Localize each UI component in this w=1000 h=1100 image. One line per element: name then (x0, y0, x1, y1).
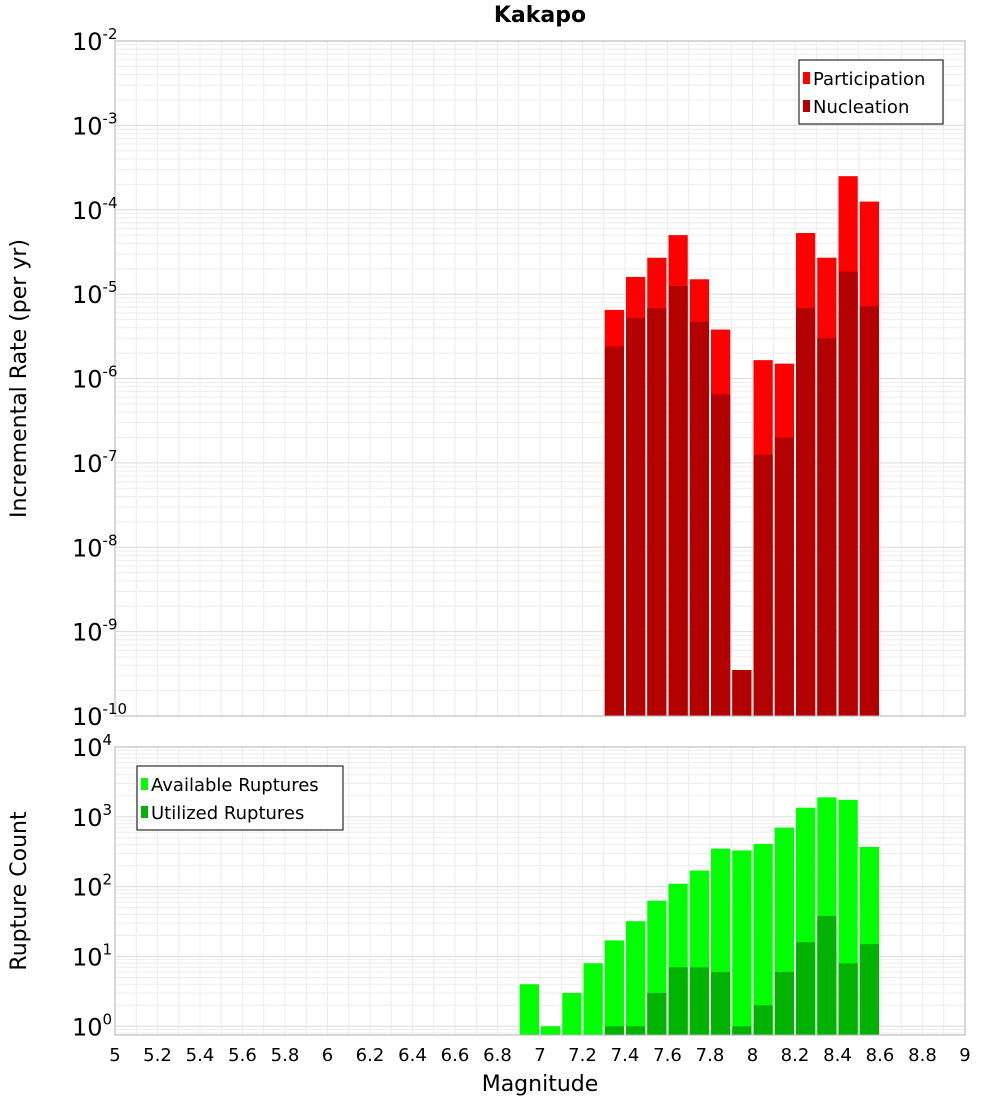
bar (689, 967, 709, 1035)
series-nucleation (604, 271, 879, 716)
y-axis-title: Rupture Count (7, 811, 32, 971)
y-tick-label: 100 (72, 1010, 112, 1041)
bar (604, 346, 624, 716)
bar (753, 1005, 773, 1035)
x-tick-label: 7 (534, 1045, 545, 1066)
bar (519, 984, 539, 1035)
legend-box (136, 765, 344, 831)
x-tick-label: 5.8 (271, 1045, 300, 1066)
plot-border-1 (114, 746, 966, 1036)
bar (647, 992, 667, 1035)
x-tick-label: 6.2 (356, 1045, 385, 1066)
bar (711, 394, 731, 716)
x-tick-label: 5.6 (228, 1045, 257, 1066)
x-tick-label: 7.6 (653, 1045, 682, 1066)
bar (817, 338, 837, 716)
bar (541, 1026, 561, 1035)
bar (774, 971, 794, 1035)
y-tick-label: 102 (72, 871, 112, 902)
y-tick-label: 10-2 (72, 25, 118, 56)
bar (753, 454, 773, 716)
bar (562, 992, 582, 1035)
bar (796, 308, 816, 716)
legend-swatch (141, 778, 148, 790)
x-tick-label: 7.8 (696, 1045, 725, 1066)
x-tick-label: 6.6 (441, 1045, 470, 1066)
x-tick-label: 7.2 (568, 1045, 597, 1066)
grid-0 (114, 40, 966, 717)
x-tick-label: 6.8 (483, 1045, 512, 1066)
bar (583, 963, 603, 1035)
y-tick-label: 10-10 (72, 700, 127, 731)
y-tick-label: 10-7 (72, 447, 118, 478)
bar (796, 942, 816, 1035)
y-tick-label: 10-5 (72, 278, 118, 309)
legend-label: Available Ruptures (151, 775, 319, 796)
legend-1: Available Ruptures Utilized Ruptures (136, 765, 344, 831)
y-tick-label: 101 (72, 940, 112, 971)
bar (732, 850, 752, 1035)
bar (859, 944, 879, 1035)
x-tick-label: 8.2 (781, 1045, 810, 1066)
x-tick-label: 5.2 (143, 1045, 172, 1066)
legend-swatch (803, 100, 810, 112)
legend-label: Utilized Ruptures (151, 803, 304, 824)
legend-swatch (141, 806, 148, 818)
bar (838, 271, 858, 716)
bar (626, 921, 646, 1035)
x-tick-label: 8.4 (823, 1045, 852, 1066)
x-tick-label: 8.6 (866, 1045, 895, 1066)
bar (732, 1026, 752, 1035)
bar (626, 318, 646, 716)
legend-swatch (803, 72, 810, 84)
bar (647, 308, 667, 716)
x-tick-label: 8.8 (908, 1045, 937, 1066)
bar (732, 670, 752, 716)
bar (838, 963, 858, 1035)
y-tick-label: 10-4 (72, 194, 118, 225)
x-tick-label: 8 (747, 1045, 758, 1066)
bar (604, 940, 624, 1035)
legend-label: Nucleation (813, 97, 909, 118)
bar (711, 971, 731, 1035)
x-axis-title: Magnitude (482, 1072, 599, 1097)
x-tick-label: 6 (322, 1045, 333, 1066)
legend-box (798, 59, 944, 125)
legend-label: Participation (813, 69, 925, 90)
bar (668, 967, 688, 1035)
x-tick-label: 7.4 (611, 1045, 640, 1066)
y-tick-label: 10-8 (72, 531, 118, 562)
legend-0: Participation Nucleation (798, 59, 944, 125)
y-tick-label: 103 (72, 801, 112, 832)
bar (668, 285, 688, 716)
x-tick-label: 6.4 (398, 1045, 427, 1066)
x-tick-label: 5 (109, 1045, 120, 1066)
y-tick-label: 10-3 (72, 109, 118, 140)
y-tick-label: 104 (72, 731, 112, 762)
plot-border-0 (114, 40, 966, 717)
bar (604, 1026, 624, 1035)
bar (817, 915, 837, 1035)
bar (859, 306, 879, 716)
x-tick-label: 9 (959, 1045, 970, 1066)
series-utilized-ruptures (604, 915, 879, 1035)
x-tick-label: 5.4 (186, 1045, 215, 1066)
chart-title: Kakapo (494, 3, 586, 28)
bar (689, 321, 709, 716)
bar (753, 843, 773, 1035)
bar (774, 437, 794, 716)
bar (626, 1026, 646, 1035)
y-tick-label: 10-9 (72, 616, 118, 647)
y-axis-title: Incremental Rate (per yr) (7, 239, 32, 518)
y-tick-label: 10-6 (72, 363, 118, 394)
